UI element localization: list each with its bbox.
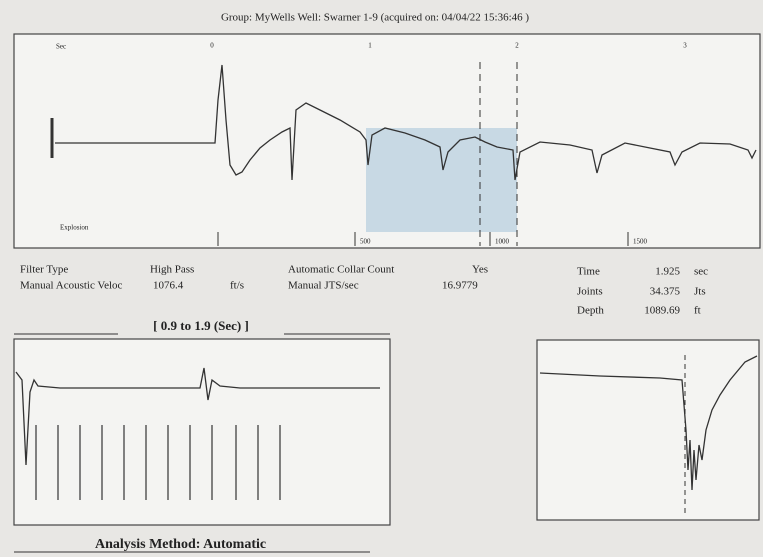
param-unit: sec (694, 266, 708, 278)
event-label: Explosion (60, 224, 89, 232)
marker-label: 2 (515, 42, 519, 50)
param-value: High Pass (150, 264, 194, 276)
param-value: Yes (472, 264, 488, 276)
param-label: Depth (577, 305, 604, 317)
param-value: 1076.4 (153, 280, 184, 292)
analysis-method: Analysis Method: Automatic (95, 537, 266, 552)
detail-plot-frame (536, 339, 760, 521)
param-label: Joints (577, 286, 603, 298)
param-unit: ft (694, 305, 701, 317)
param-value: 34.375 (650, 286, 681, 298)
param-unit: Jts (694, 286, 706, 298)
acoustic-trace (55, 64, 757, 181)
param-value: 1089.69 (644, 305, 680, 317)
param-unit: ft/s (230, 280, 244, 292)
marker-label: 3 (683, 42, 687, 50)
param-label: Manual JTS/sec (288, 280, 359, 292)
param-label: Filter Type (20, 264, 68, 276)
title: Group: MyWells Well: Swarner 1-9 (acquir… (221, 12, 529, 24)
highlight-region (366, 128, 517, 232)
axis-label: 500 (360, 238, 371, 246)
marker-label: 0 (210, 42, 214, 50)
param-value: 1.925 (655, 266, 680, 278)
collar-markers (35, 425, 281, 500)
range-label: [ 0.9 to 1.9 (Sec) ] (153, 318, 249, 333)
detail-trace (539, 355, 758, 491)
zoom-trace (15, 367, 380, 466)
param-value: 16.9779 (442, 280, 478, 292)
param-label: Manual Acoustic Veloc (20, 280, 123, 292)
axis-label: 1000 (495, 238, 510, 246)
marker-label: 1 (368, 42, 372, 50)
zoom-plot-frame (13, 338, 391, 526)
param-label: Time (577, 266, 600, 278)
axis-label: 1500 (633, 238, 648, 246)
corner-label: Sec (56, 43, 66, 51)
param-label: Automatic Collar Count (288, 264, 394, 276)
